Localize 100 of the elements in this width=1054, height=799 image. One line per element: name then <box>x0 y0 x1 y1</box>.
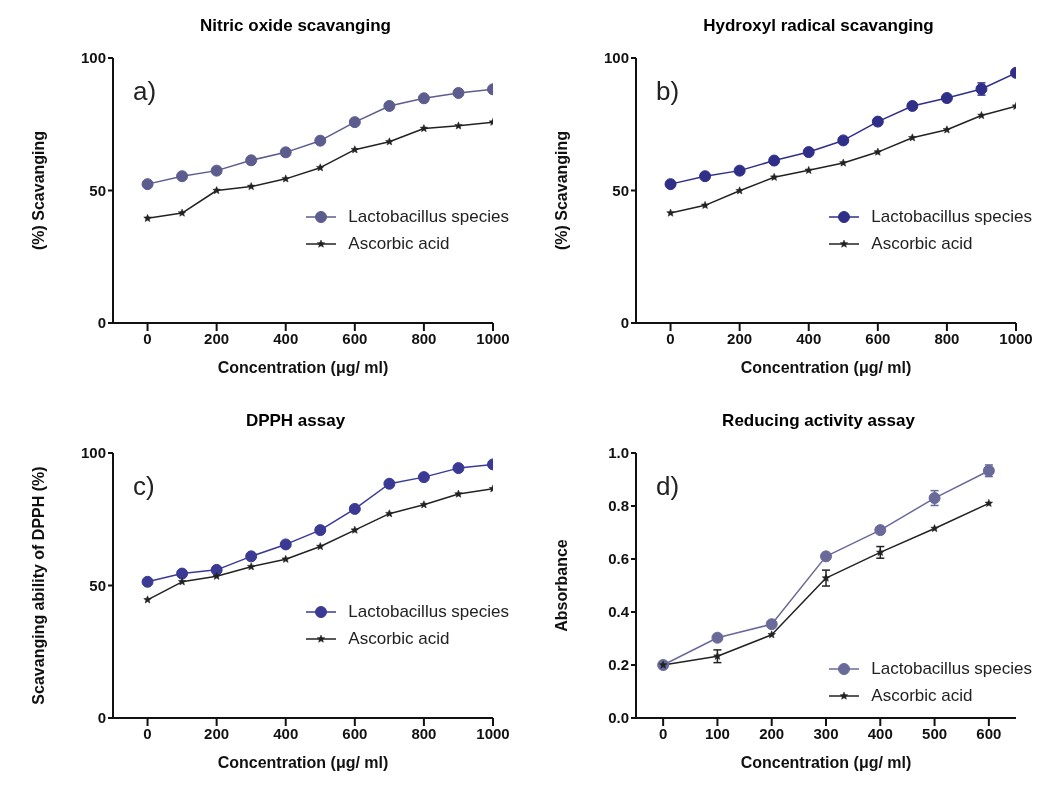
point <box>143 595 152 604</box>
point <box>141 178 154 191</box>
x-tick-label: 0 <box>143 724 152 742</box>
legend-label: Ascorbic acid <box>348 628 450 649</box>
x-axis-title: Concentration (μg/ ml) <box>740 754 912 771</box>
point <box>768 154 781 167</box>
point <box>802 146 815 159</box>
x-tick-label: 800 <box>934 329 960 347</box>
point <box>247 562 256 571</box>
x-tick-label: 800 <box>411 329 437 347</box>
point <box>765 618 778 631</box>
point <box>281 555 290 563</box>
point <box>735 186 744 195</box>
legend-label: Lactobacillus species <box>348 206 509 227</box>
point <box>417 471 430 484</box>
x-tick-label: 200 <box>204 724 230 742</box>
point <box>385 509 394 518</box>
point <box>383 477 396 490</box>
x-tick-label: 200 <box>759 724 785 742</box>
annotation: b) <box>656 76 680 107</box>
point <box>350 525 359 534</box>
y-tick-label: 0.6 <box>608 550 629 568</box>
point <box>454 121 463 130</box>
x-axis-title: Concentration (μg/ ml) <box>740 359 912 376</box>
chart-title: DPPH assay <box>244 411 347 431</box>
y-axis-title: Scavanging ability of DPPH (%) <box>29 466 47 705</box>
y-tick-label: 100 <box>80 49 106 67</box>
point <box>178 208 187 217</box>
y-tick-label: 50 <box>89 181 106 199</box>
legend-label: Ascorbic acid <box>348 233 450 254</box>
x-tick-label: 600 <box>342 329 368 347</box>
point <box>770 173 779 181</box>
point <box>279 146 292 159</box>
point <box>767 630 776 639</box>
annotation: d) <box>656 471 680 502</box>
point <box>314 524 327 537</box>
point <box>176 567 189 580</box>
point <box>821 573 831 582</box>
point <box>417 92 430 105</box>
point <box>210 164 223 177</box>
x-tick-label: 400 <box>273 329 299 347</box>
x-axis-title: Concentration (μg/ ml) <box>217 359 389 376</box>
point <box>245 154 258 167</box>
point <box>454 489 463 498</box>
point <box>873 147 882 156</box>
annotation: c) <box>133 471 155 502</box>
chart-title: Reducing activity assay <box>721 411 916 431</box>
x-tick-label: 800 <box>411 724 437 742</box>
x-tick-label: 1000 <box>999 329 1033 347</box>
point <box>314 134 327 147</box>
y-tick-label: 100 <box>80 444 106 462</box>
x-tick-label: 1000 <box>476 329 510 347</box>
point <box>348 502 361 515</box>
x-tick-label: 200 <box>727 329 753 347</box>
y-tick-label: 50 <box>612 181 629 199</box>
x-tick-label: 500 <box>922 724 948 742</box>
point <box>839 158 848 167</box>
point <box>178 577 187 586</box>
y-tick-label: 50 <box>89 576 106 594</box>
point <box>176 170 189 183</box>
point <box>245 550 258 563</box>
chart-title: Nitric oxide scavanging <box>199 16 392 36</box>
x-tick-label: 600 <box>865 329 891 347</box>
y-tick-label: 0 <box>97 709 106 727</box>
point <box>666 208 675 217</box>
x-tick-label: 0 <box>658 724 668 742</box>
y-tick-label: 0.4 <box>608 603 630 621</box>
y-tick-label: 0 <box>620 314 629 332</box>
point <box>212 571 221 580</box>
point <box>906 99 919 112</box>
point <box>419 124 428 132</box>
point <box>837 134 850 147</box>
annotation: a) <box>133 76 157 107</box>
point <box>279 538 292 551</box>
point <box>733 164 746 177</box>
point <box>281 174 290 183</box>
legend-label: Ascorbic acid <box>871 233 973 254</box>
y-axis-title: (%) Scavanging <box>552 130 570 251</box>
point <box>350 145 359 154</box>
point <box>212 186 221 194</box>
point <box>930 524 939 533</box>
point <box>699 170 712 183</box>
point <box>452 86 465 99</box>
x-tick-label: 100 <box>704 724 730 742</box>
y-axis-title: (%) Scavanging <box>29 130 47 251</box>
point <box>984 499 993 507</box>
point <box>141 575 154 588</box>
point <box>452 462 465 475</box>
y-tick-label: 0.0 <box>608 709 629 727</box>
point <box>247 182 256 191</box>
x-tick-label: 300 <box>813 724 839 742</box>
legend-label: Ascorbic acid <box>871 685 973 706</box>
x-tick-label: 400 <box>796 329 822 347</box>
x-tick-label: 1000 <box>476 724 510 742</box>
point <box>316 542 325 551</box>
chart-title: Hydroxyl radical scavanging <box>702 16 935 36</box>
x-tick-label: 600 <box>976 724 1002 742</box>
point <box>871 115 884 128</box>
legend-label: Lactobacillus species <box>871 658 1032 679</box>
x-tick-label: 600 <box>342 724 368 742</box>
